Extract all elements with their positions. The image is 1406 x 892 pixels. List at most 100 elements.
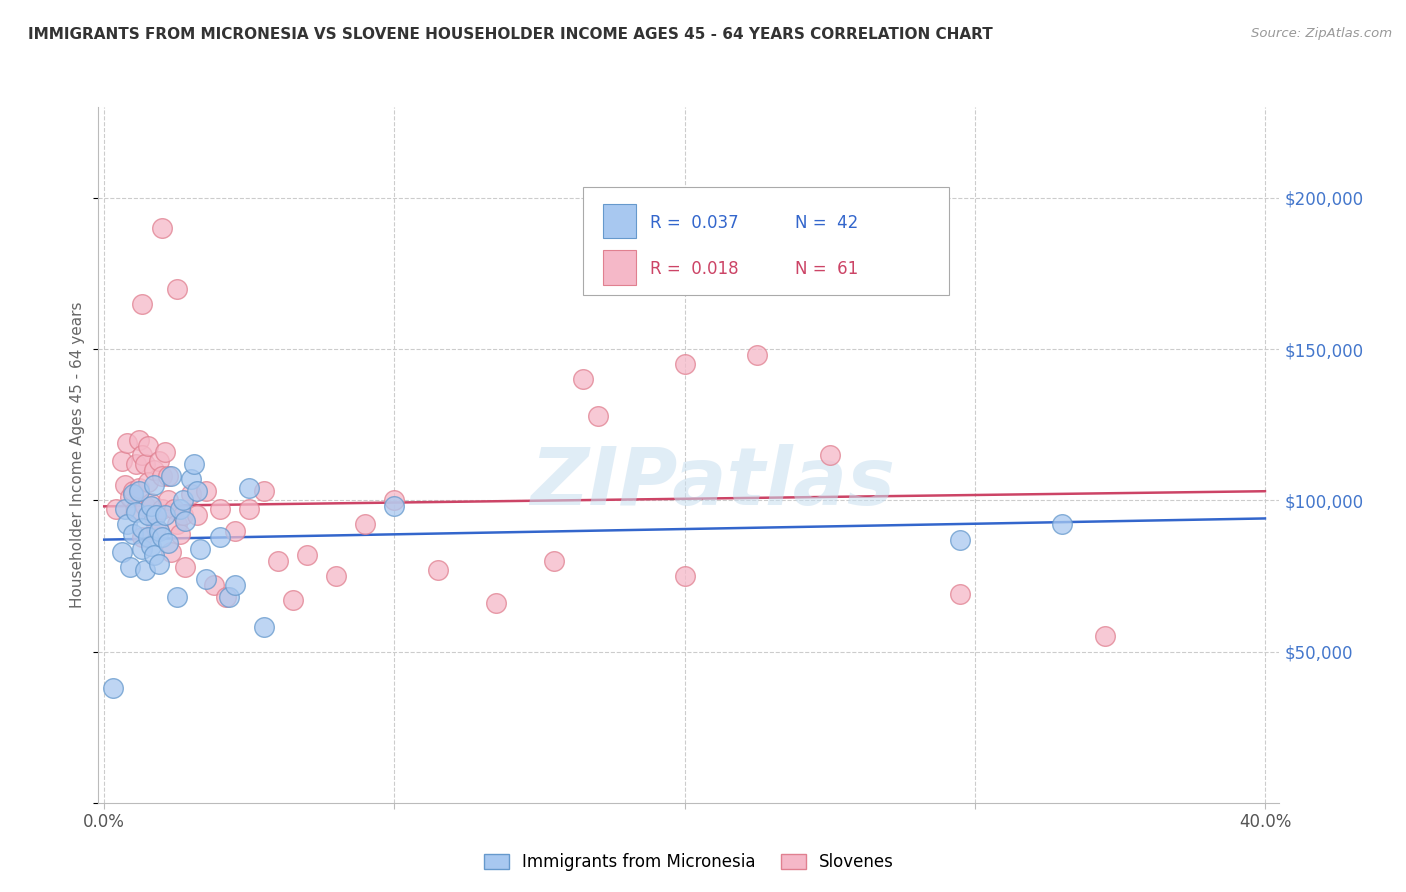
Point: [142, 548, 165, 562]
Point: [160, 545, 183, 559]
Point: [384, 500, 406, 514]
Point: [134, 457, 156, 471]
Point: [949, 587, 972, 601]
Point: [101, 681, 124, 695]
Point: [586, 409, 609, 423]
Point: [183, 457, 205, 471]
FancyBboxPatch shape: [582, 187, 949, 295]
Text: R =  0.037: R = 0.037: [650, 214, 738, 232]
Point: [145, 508, 167, 523]
Point: [157, 493, 180, 508]
Point: [949, 533, 972, 547]
Point: [174, 515, 197, 529]
Point: [157, 535, 180, 549]
Point: [186, 508, 208, 523]
Point: [188, 541, 211, 556]
Text: ZIPatlas: ZIPatlas: [530, 443, 896, 522]
Point: [426, 563, 449, 577]
Point: [215, 590, 238, 604]
Point: [117, 435, 139, 450]
Point: [148, 454, 170, 468]
Point: [122, 526, 145, 541]
Point: [163, 502, 186, 516]
Point: [224, 578, 246, 592]
Point: [142, 478, 165, 492]
Point: [543, 554, 565, 568]
Point: [238, 481, 260, 495]
Point: [136, 530, 159, 544]
Point: [818, 448, 841, 462]
Point: [128, 433, 150, 447]
Point: [166, 517, 188, 532]
Point: [117, 517, 139, 532]
Point: [204, 578, 226, 592]
Point: [160, 469, 183, 483]
Point: [157, 469, 180, 483]
Point: [125, 505, 148, 519]
Point: [145, 520, 167, 534]
Point: [209, 530, 232, 544]
Point: [125, 502, 148, 516]
Point: [384, 493, 406, 508]
Point: [122, 487, 145, 501]
Point: [139, 496, 162, 510]
Point: [180, 487, 202, 501]
Point: [172, 508, 194, 523]
Point: [224, 524, 246, 538]
Point: [150, 530, 173, 544]
Point: [297, 548, 319, 562]
Point: [148, 524, 170, 538]
Point: [194, 484, 217, 499]
Point: [131, 448, 153, 462]
Point: [172, 493, 194, 508]
Point: [139, 500, 162, 514]
Point: [253, 620, 276, 634]
Point: [131, 296, 153, 310]
Point: [114, 478, 136, 492]
Point: [747, 348, 769, 362]
Point: [125, 457, 148, 471]
Point: [136, 475, 159, 490]
Point: [1050, 517, 1073, 532]
Point: [142, 463, 165, 477]
Point: [209, 502, 232, 516]
Point: [153, 445, 176, 459]
Text: R =  0.018: R = 0.018: [650, 260, 738, 278]
Point: [148, 557, 170, 571]
Text: N =  42: N = 42: [796, 214, 859, 232]
Point: [267, 554, 290, 568]
FancyBboxPatch shape: [603, 250, 636, 285]
Point: [120, 490, 142, 504]
Point: [150, 469, 173, 483]
Point: [131, 520, 153, 534]
FancyBboxPatch shape: [603, 203, 636, 238]
Point: [166, 281, 188, 295]
Point: [153, 508, 176, 523]
Point: [136, 439, 159, 453]
Point: [1094, 629, 1116, 643]
Point: [169, 526, 191, 541]
Point: [281, 593, 304, 607]
Y-axis label: Householder Income Ages 45 - 64 years: Householder Income Ages 45 - 64 years: [70, 301, 86, 608]
Text: IMMIGRANTS FROM MICRONESIA VS SLOVENE HOUSEHOLDER INCOME AGES 45 - 64 YEARS CORR: IMMIGRANTS FROM MICRONESIA VS SLOVENE HO…: [28, 27, 993, 42]
Point: [142, 511, 165, 525]
Point: [572, 372, 595, 386]
Text: Source: ZipAtlas.com: Source: ZipAtlas.com: [1251, 27, 1392, 40]
Point: [325, 569, 347, 583]
Point: [120, 559, 142, 574]
Point: [238, 502, 260, 516]
Point: [150, 221, 173, 235]
Point: [354, 517, 377, 532]
Point: [122, 484, 145, 499]
Point: [673, 569, 696, 583]
Point: [166, 590, 188, 604]
Point: [114, 502, 136, 516]
Point: [111, 454, 134, 468]
Point: [186, 484, 208, 499]
Point: [134, 500, 156, 514]
Point: [136, 508, 159, 523]
Point: [128, 484, 150, 499]
Point: [131, 530, 153, 544]
Point: [218, 590, 240, 604]
Point: [673, 357, 696, 371]
